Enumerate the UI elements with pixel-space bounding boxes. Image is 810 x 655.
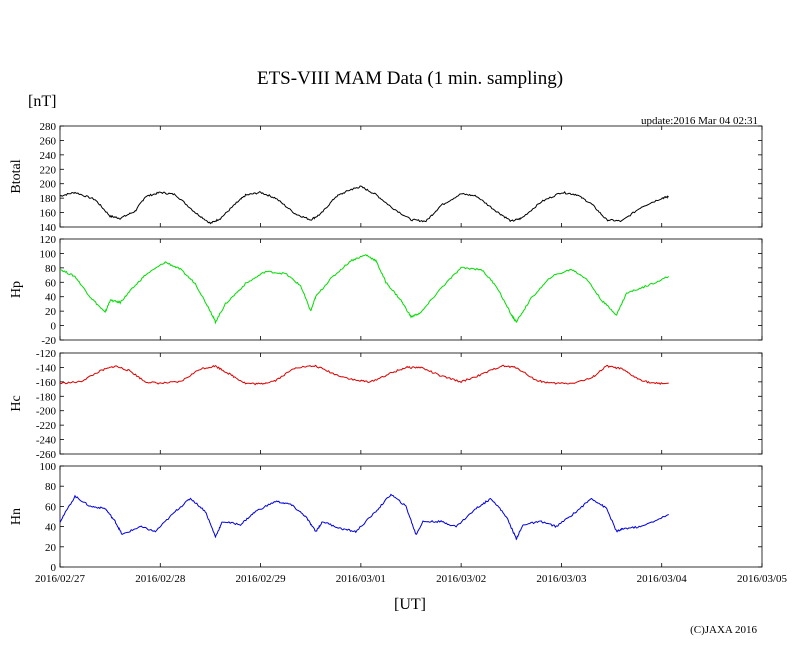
y-tick-label: 80 — [45, 481, 57, 493]
y-tick-label: 260 — [40, 135, 57, 147]
x-tick-label: 2016/02/27 — [35, 573, 86, 585]
chart-title: ETS-VIII MAM Data (1 min. sampling) — [257, 68, 563, 89]
panel-frame — [59, 238, 763, 341]
y-tick-label: -140 — [36, 362, 57, 374]
y-tick-label: -200 — [36, 406, 57, 418]
y-tick-label: 100 — [40, 461, 57, 473]
y-axis-label: Btotal — [9, 159, 24, 193]
y-tick-label: 140 — [40, 222, 57, 234]
y-tick-label: 40 — [45, 292, 57, 304]
y-tick-label: 80 — [45, 263, 57, 275]
y-tick-label: -180 — [36, 391, 57, 403]
y-axis-label: Hn — [9, 508, 24, 525]
copyright: (C)JAXA 2016 — [690, 624, 757, 636]
series-line-hp — [59, 254, 670, 325]
series-line-btotal — [59, 185, 669, 225]
panel-hp: -20 0 20 40 60 80 100 120 Hp — [9, 234, 763, 347]
panel-frame — [59, 125, 763, 228]
y-tick-label: -260 — [36, 449, 57, 461]
x-axis-ticks: 2016/02/27 2016/02/28 2016/02/29 2016/03/01… — [35, 573, 788, 585]
x-tick-label: 2016/03/04 — [637, 573, 688, 585]
y-tick-label: 160 — [40, 208, 57, 220]
y-tick-label: 20 — [45, 306, 57, 318]
y-tick-label: 20 — [45, 542, 57, 554]
panel-hn: 0 20 40 60 80 100 Hn — [9, 461, 763, 574]
y-tick-label: 240 — [40, 150, 57, 162]
y-tick-label: -160 — [36, 377, 57, 389]
y-tick-label: 0 — [51, 562, 57, 574]
y-tick-label: -120 — [36, 348, 57, 360]
y-tick-label: 100 — [40, 248, 57, 260]
y-axis-label: Hp — [9, 281, 24, 298]
panel-frame — [59, 352, 763, 455]
y-tick-label: -240 — [36, 435, 57, 447]
y-tick-label: -220 — [36, 420, 57, 432]
y-tick-label: 60 — [45, 501, 57, 513]
update-timestamp: update:2016 Mar 04 02:31 — [641, 115, 758, 127]
x-axis-label: [UT] — [394, 596, 426, 613]
y-tick-label: 280 — [40, 121, 57, 133]
x-tick-label: 2016/03/02 — [436, 573, 486, 585]
y-tick-label: 0 — [51, 321, 57, 333]
x-tick-label: 2016/02/29 — [236, 573, 287, 585]
y-tick-label: 40 — [45, 522, 57, 534]
x-tick-label: 2016/02/28 — [135, 573, 186, 585]
unit-label: [nT] — [28, 93, 56, 110]
y-axis-label: Hc — [9, 395, 24, 411]
y-tick-label: 220 — [40, 164, 57, 176]
x-tick-label: 2016/03/03 — [536, 573, 587, 585]
series-line-hc — [59, 364, 669, 386]
y-tick-label: 180 — [40, 193, 57, 205]
y-tick-label: 200 — [40, 179, 57, 191]
panel-btotal: 140 160 180 200 220 240 260 280 Btotal — [9, 121, 763, 234]
x-tick-label: 2016/03/01 — [336, 573, 386, 585]
series-line-hn — [59, 493, 669, 541]
panel-hc: -260 -240 -220 -200 -180 -160 -140 -120 Hc — [9, 348, 763, 461]
panel-frame — [59, 465, 763, 568]
y-tick-label: 60 — [45, 277, 57, 289]
y-tick-label: -20 — [41, 335, 56, 347]
y-tick-label: 120 — [40, 234, 57, 246]
x-tick-label: 2016/03/05 — [737, 573, 788, 585]
panels: 140160180200220240260280Btotal-200204060… — [9, 121, 763, 574]
